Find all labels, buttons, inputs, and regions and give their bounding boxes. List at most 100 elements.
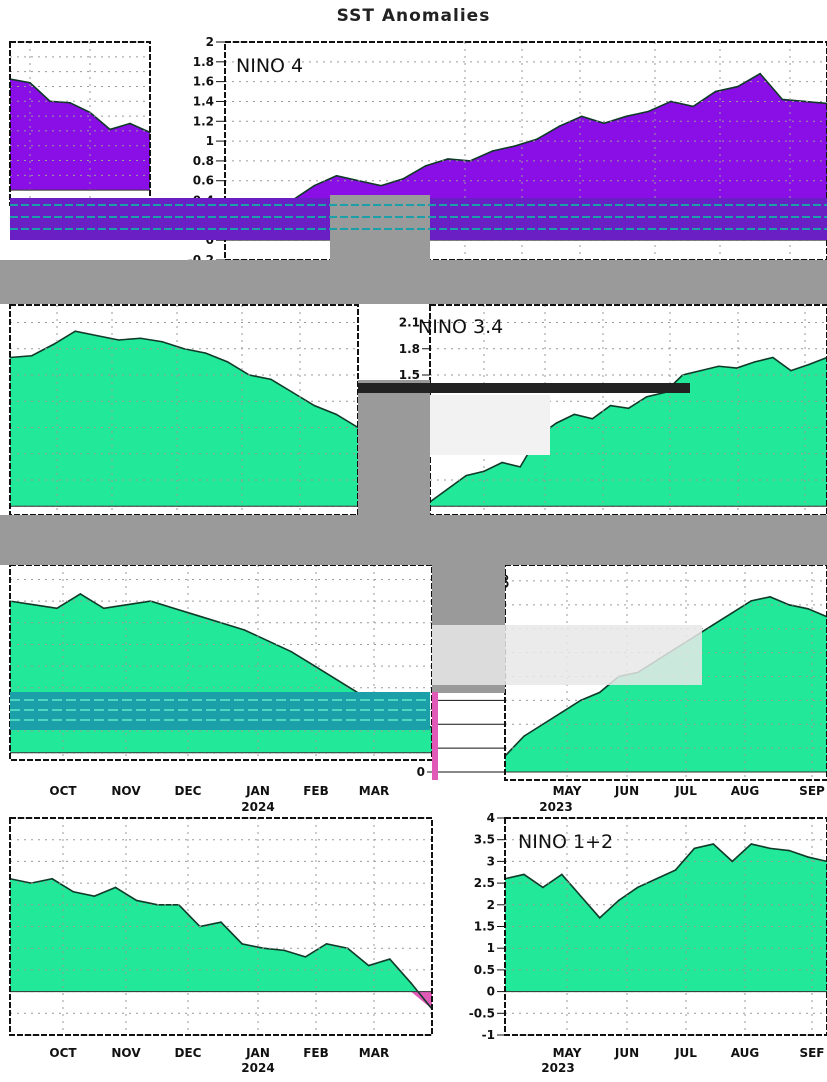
data-point (129, 122, 131, 125)
artifact-band (430, 383, 690, 393)
y-tick-label: 3 (487, 854, 495, 868)
data-point (102, 607, 105, 610)
data-point (267, 640, 269, 642)
data-point (591, 417, 594, 420)
data-point (389, 958, 391, 960)
panel-nino3-left: OCT NOV DEC JAN FEB MAR 2024 (9, 564, 433, 814)
y-tick-label: 0 (417, 765, 425, 779)
artifact-band (432, 692, 438, 780)
plot-frame (9, 817, 433, 1036)
data-point (270, 378, 272, 381)
series-line (504, 843, 827, 919)
data-point (655, 877, 658, 880)
artifact-band (0, 260, 827, 304)
data-point (325, 943, 328, 945)
x-year-label: 2024 (241, 800, 274, 814)
data-point (402, 177, 405, 180)
data-point (226, 361, 229, 363)
artifact-band (0, 515, 827, 565)
data-point (447, 487, 449, 490)
data-point (72, 890, 75, 893)
anomaly-area (10, 331, 358, 507)
x-tick-label: OCT (49, 1046, 77, 1060)
y-tick-label: 1 (487, 941, 495, 955)
data-point (52, 343, 55, 346)
data-point (573, 413, 576, 416)
panel-nino4-right: 21.81.61.41.210.80.60.40.20-0.2NINO 4MAY… (188, 35, 827, 295)
x-year-label: 2024 (241, 1061, 274, 1075)
data-point (579, 699, 582, 702)
data-point (424, 165, 427, 167)
data-point (241, 943, 243, 945)
data-point (759, 72, 761, 75)
x-tick-label: JUL (674, 1046, 697, 1060)
data-point (410, 982, 412, 984)
x-tick-label: MAY (553, 1046, 582, 1060)
y-tick-label: 0.5 (474, 963, 495, 977)
data-point (670, 100, 672, 103)
data-point (692, 105, 695, 108)
artifact-band (430, 395, 550, 455)
x-tick-label: FEB (303, 784, 329, 798)
data-point (173, 607, 175, 610)
data-point (196, 614, 199, 617)
x-tick-label: DEC (175, 784, 202, 798)
data-point (636, 886, 639, 889)
data-point (542, 886, 544, 889)
data-point (93, 895, 96, 897)
data-point (491, 150, 494, 152)
y-tick-label: 0 (206, 233, 214, 247)
data-point (558, 125, 561, 128)
data-point (523, 735, 525, 738)
data-point (337, 679, 340, 682)
data-point (735, 367, 738, 369)
data-point (30, 354, 33, 357)
panel-title: NINO 3.4 (418, 316, 503, 338)
data-point (625, 115, 628, 118)
anomaly-area (10, 878, 432, 1009)
y-tick-label: 2.5 (474, 876, 495, 890)
x-year-label: 2023 (539, 800, 572, 814)
data-point (161, 340, 164, 343)
data-point (617, 899, 620, 902)
x-tick-label: JAN (245, 1046, 270, 1060)
y-tick-label: 1.5 (474, 920, 495, 934)
data-point (580, 115, 583, 118)
data-point (313, 665, 316, 667)
data-point (291, 391, 294, 394)
data-point (69, 101, 71, 104)
data-point (674, 869, 677, 871)
data-point (380, 184, 382, 187)
y-tick-label: 2.1 (399, 316, 420, 330)
data-point (220, 921, 222, 923)
data-point (56, 607, 58, 610)
data-point (788, 849, 790, 852)
data-point (51, 877, 53, 880)
anomaly-area (10, 79, 150, 191)
data-point (731, 611, 734, 614)
data-point (555, 422, 558, 424)
y-tick-label: 2 (487, 898, 495, 912)
x-tick-label: SEF (799, 1046, 824, 1060)
panel-title: NINO 1+2 (518, 831, 613, 853)
data-point (598, 917, 601, 919)
y-tick-label: 2 (206, 35, 214, 49)
x-tick-label: JUN (614, 784, 639, 798)
data-point (603, 122, 605, 125)
artifact-band (432, 625, 702, 685)
data-point (109, 128, 111, 131)
data-point (712, 623, 715, 626)
data-point (754, 361, 756, 363)
y-tick-label: 4 (487, 811, 495, 825)
data-point (645, 396, 648, 398)
data-point (96, 334, 98, 337)
data-point (139, 337, 142, 340)
data-point (447, 158, 449, 160)
data-point (788, 604, 790, 606)
x-tick-label: MAR (359, 1046, 389, 1060)
data-point (465, 474, 467, 477)
data-point (536, 138, 538, 140)
x-year-label: 2023 (541, 1061, 574, 1075)
data-point (561, 873, 563, 876)
data-point (135, 899, 138, 902)
